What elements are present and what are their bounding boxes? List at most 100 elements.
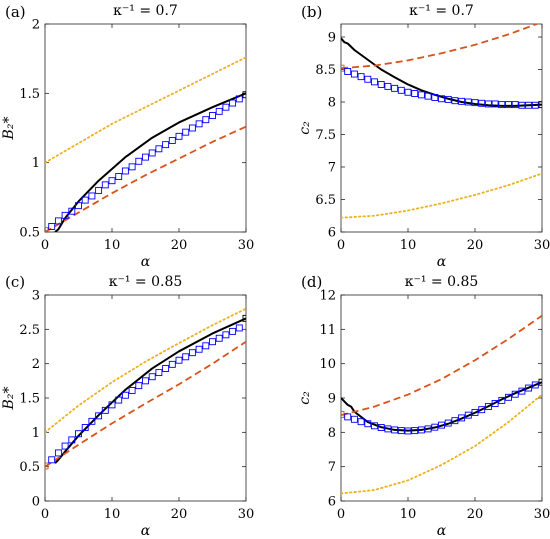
y-axis-label: B₂* (1, 387, 17, 411)
panel-title: κ⁻¹ = 0.85 (109, 274, 183, 290)
y-axis-label: B₂* (1, 117, 17, 141)
dotted-series-line (45, 56, 246, 164)
marker-point (242, 91, 246, 99)
marker-point (195, 345, 203, 353)
marker-point (162, 365, 170, 372)
marker-point (135, 382, 143, 390)
marker-point (525, 101, 533, 109)
marker-point (115, 396, 123, 404)
marker-point (511, 390, 519, 398)
marker-point (498, 101, 506, 109)
marker-point (464, 411, 472, 419)
marker-point (209, 338, 216, 346)
marker-point (458, 97, 466, 105)
marker-point (357, 73, 365, 81)
y-tick-label: 9 (328, 392, 336, 407)
marker-point (108, 177, 116, 185)
marker-point (235, 324, 243, 332)
marker-point (438, 95, 445, 103)
x-axis-label: α (141, 523, 151, 539)
marker-point (377, 424, 385, 431)
marker-point (341, 64, 345, 72)
marker-point (209, 112, 216, 119)
marker-point (357, 418, 365, 426)
x-axis-label: α (437, 523, 447, 539)
marker-point (411, 427, 419, 435)
marker-point (148, 373, 156, 381)
marker-point (45, 227, 49, 232)
marker-point (168, 360, 176, 368)
marker-point (128, 163, 136, 171)
y-tick-label: 11 (319, 323, 336, 338)
y-tick-label: 2.5 (19, 323, 40, 338)
y-tick-label: 1.5 (19, 392, 40, 407)
y-tick-label: 12 (319, 289, 336, 304)
marker-point (431, 93, 439, 101)
panel-letter: (b) (301, 3, 322, 21)
panel-d: 0 10 20 30 6 7 8 9 10 11 12 κ⁻¹ = 0.85 α c₂ (d) (297, 273, 550, 539)
solid-series-line (341, 381, 542, 432)
y-tick-label: 2 (32, 357, 40, 372)
x-tick-label: 0 (41, 238, 49, 253)
marker-point (54, 217, 62, 225)
marker-point (344, 413, 352, 421)
marker-point (229, 327, 237, 335)
x-tick-label: 0 (337, 507, 345, 522)
y-tick-label: 1.5 (19, 87, 40, 102)
marker-point (188, 349, 196, 357)
marker-point (222, 103, 230, 111)
panel-c: 0 10 20 30 0 0.5 1 1.5 2 2.5 3 κ⁻¹ = 0.85 α B₂* (c) (1, 273, 254, 539)
dotted-series-line (45, 307, 246, 434)
x-tick-label: 20 (467, 238, 484, 253)
marker-point (68, 207, 76, 215)
x-tick-label: 10 (400, 238, 417, 253)
marker-point (478, 406, 486, 414)
marker-point (175, 132, 183, 140)
marker-point (391, 426, 399, 434)
marker-point (505, 393, 512, 401)
marker-point (531, 381, 539, 389)
marker-point (364, 420, 372, 428)
marker-point (101, 181, 109, 189)
panel-letter: (d) (301, 273, 322, 291)
marker-point (525, 384, 533, 392)
marker-point (148, 149, 156, 157)
marker-point (202, 342, 210, 350)
axes-box (340, 23, 543, 233)
x-tick-label: 20 (467, 507, 484, 522)
marker-point (377, 80, 385, 88)
axes-box (44, 294, 247, 502)
x-tick-label: 0 (41, 507, 49, 522)
marker-point (538, 378, 542, 386)
marker-point (45, 462, 49, 470)
dashed-series-line (45, 125, 246, 232)
y-tick-label: 1 (32, 156, 40, 171)
x-axis-label: α (141, 254, 151, 270)
marker-point (108, 401, 116, 409)
x-tick-label: 10 (400, 507, 417, 522)
marker-point (384, 82, 392, 90)
marker-point (54, 449, 62, 457)
marker-point (397, 427, 405, 435)
marker-point (438, 421, 445, 429)
marker-point (458, 414, 466, 422)
y-tick-label: 8 (328, 426, 336, 441)
dotted-series-line (341, 172, 542, 219)
x-tick-label: 30 (534, 507, 550, 522)
marker-point (61, 211, 69, 219)
marker-point (142, 377, 149, 385)
marker-point (81, 196, 89, 204)
dashed-series-line (45, 340, 246, 468)
axes-box (44, 23, 247, 233)
y-tick-label: 6 (328, 226, 336, 241)
marker-point (478, 99, 486, 107)
x-tick-label: 10 (104, 507, 121, 522)
dashed-series-line (341, 314, 542, 417)
marker-point (162, 141, 170, 149)
panel-title: κ⁻¹ = 0.85 (405, 274, 479, 290)
marker-point (202, 116, 210, 124)
marker-point (75, 202, 82, 210)
x-tick-label: 0 (337, 238, 345, 253)
y-tick-label: 2 (32, 18, 40, 33)
marker-point (444, 419, 452, 427)
